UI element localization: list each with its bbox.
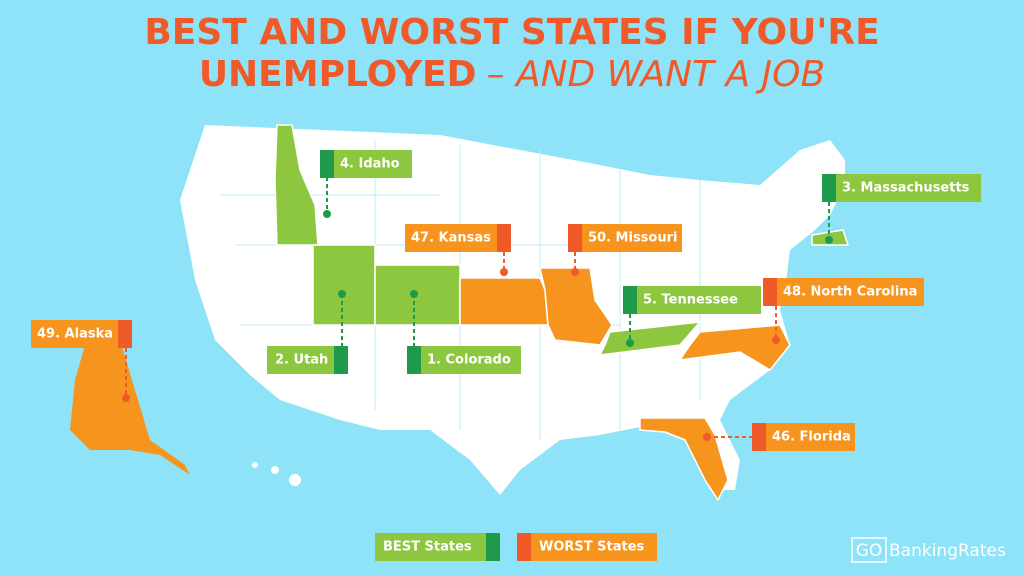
- hawaii: [252, 462, 301, 486]
- title-italic: – AND WANT A JOB: [487, 54, 826, 95]
- north-carolina: [678, 324, 791, 371]
- tennessee: [598, 321, 702, 356]
- label-box: [320, 150, 412, 178]
- legend-label: BEST States: [383, 540, 472, 555]
- connectors: [122, 177, 833, 441]
- state-label: 46. Florida: [772, 430, 851, 445]
- state-label: 50. Missouri: [588, 231, 677, 246]
- state-label: 1. Colorado: [427, 353, 511, 368]
- legend: BEST States WORST States: [375, 533, 657, 561]
- state-label: 47. Kansas: [411, 231, 491, 246]
- idaho: [274, 124, 319, 246]
- title-line-2: UNEMPLOYED – AND WANT A JOB: [199, 54, 825, 95]
- state-label: 2. Utah: [275, 353, 328, 368]
- state-label: 5. Tennessee: [643, 293, 738, 308]
- logo-go: GO: [856, 541, 883, 561]
- title-line-1: BEST AND WORST STATES IF YOU'RE: [144, 12, 879, 53]
- logo-text: BankingRates: [889, 541, 1006, 561]
- state-label: 48. North Carolina: [783, 285, 917, 300]
- state-labels: 4. Idaho 3. Massachusetts 47. Kansas 50.…: [31, 150, 981, 451]
- state-label: 49. Alaska: [37, 327, 113, 342]
- title-bold: UNEMPLOYED: [199, 54, 477, 95]
- utah: [312, 244, 376, 326]
- state-label: 3. Massachusetts: [842, 181, 970, 196]
- legend-label: WORST States: [539, 540, 645, 555]
- logo: GO BankingRates: [851, 537, 1006, 563]
- map: [70, 124, 850, 502]
- missouri: [539, 267, 613, 346]
- state-label: 4. Idaho: [340, 157, 400, 172]
- alaska: [70, 340, 190, 475]
- kansas: [459, 277, 549, 326]
